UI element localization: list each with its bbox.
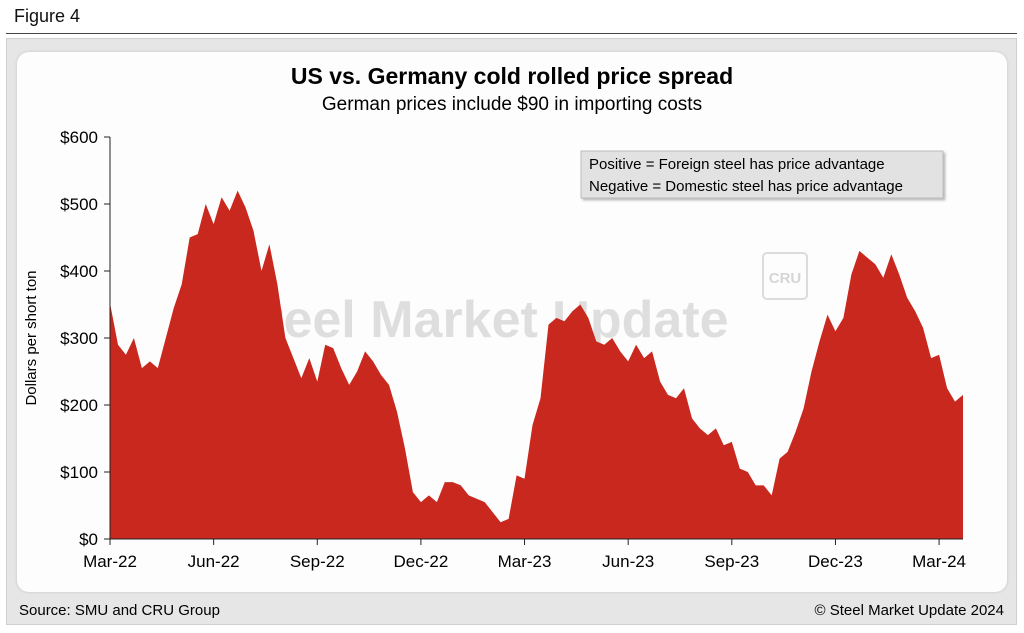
x-tick-label: Mar-22 [83,552,137,571]
x-tick-label: Mar-23 [498,552,552,571]
y-tick-label: $500 [60,195,98,214]
legend-note-line2: Negative = Domestic steel has price adva… [589,178,903,195]
y-tick-label: $300 [60,329,98,348]
copyright-note: © Steel Market Update 2024 [815,602,1005,619]
chart-title: US vs. Germany cold rolled price spread [291,63,733,89]
watermark-text: Steel Market Update [231,291,728,349]
x-tick-label: Sep-22 [290,552,345,571]
x-tick-label: Jun-22 [188,552,240,571]
y-tick-label: $400 [60,262,98,281]
y-tick-label: $600 [60,128,98,147]
y-axis-label: Dollars per short ton [23,270,40,405]
x-tick-label: Jun-23 [602,552,654,571]
y-tick-label: $200 [60,396,98,415]
spread-area [110,190,963,539]
x-tick-label: Mar-24 [912,552,966,571]
x-tick-label: Sep-23 [704,552,759,571]
top-rule [6,33,1017,34]
x-tick-label: Dec-23 [808,552,863,571]
watermark-badge-text: CRU [769,270,802,287]
watermark-badge-icon [762,252,808,300]
source-note: Source: SMU and CRU Group [19,602,220,619]
y-tick-label: $100 [60,463,98,482]
x-tick-label: Dec-22 [394,552,449,571]
legend-note-box [580,150,944,199]
legend-note-line1: Positive = Foreign steel has price advan… [589,156,885,173]
figure-label: Figure 4 [14,6,81,26]
chart-subtitle: German prices include $90 in importing c… [322,94,702,115]
y-tick-label: $0 [79,530,98,549]
